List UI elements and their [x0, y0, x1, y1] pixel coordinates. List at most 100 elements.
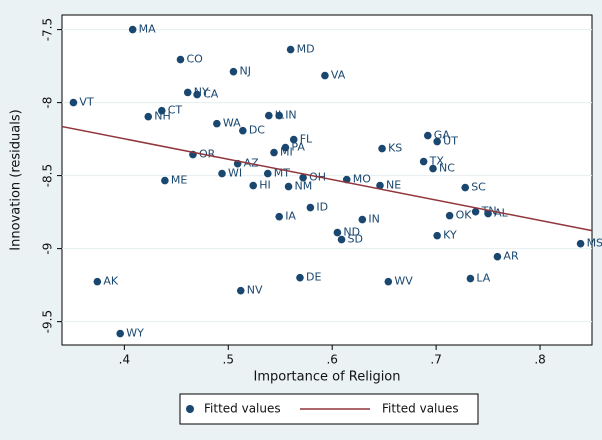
- point: [333, 228, 342, 237]
- point-label: CT: [168, 104, 183, 117]
- point: [376, 181, 384, 190]
- fitted-line: [61, 125, 593, 232]
- point-label: NH: [154, 110, 171, 123]
- point: [236, 286, 245, 295]
- point: [161, 176, 169, 185]
- point-label: ID: [316, 201, 328, 214]
- x-tick-label: .7: [430, 353, 441, 367]
- point-label: DE: [306, 271, 321, 284]
- point-label: CO: [186, 53, 203, 66]
- point: [239, 126, 247, 135]
- point: [213, 119, 221, 128]
- point: [419, 157, 428, 166]
- point: [306, 203, 315, 212]
- point: [461, 183, 470, 192]
- point-label: NE: [386, 179, 401, 192]
- point: [116, 329, 124, 338]
- legend-swatch: [186, 405, 194, 413]
- point: [424, 131, 432, 140]
- point-label: KS: [388, 142, 402, 155]
- point: [484, 209, 492, 218]
- point-label: NV: [247, 284, 263, 297]
- point: [433, 231, 441, 240]
- point: [265, 111, 273, 120]
- point-label: WY: [126, 327, 144, 340]
- point: [176, 55, 185, 64]
- x-axis-title: Importance of Religion: [253, 370, 400, 385]
- point: [183, 88, 192, 97]
- point: [471, 207, 480, 216]
- point-label: NJ: [239, 65, 250, 78]
- point: [384, 277, 393, 286]
- point: [445, 211, 454, 220]
- point: [289, 135, 298, 144]
- y-tick-label: -8.5: [41, 164, 55, 187]
- y-tick-label: -7.5: [41, 18, 55, 41]
- point-label: MA: [139, 23, 156, 36]
- point-label: NM: [295, 180, 313, 193]
- y-tick-label: -9.5: [41, 310, 55, 333]
- x-tick-label: .5: [223, 353, 234, 367]
- point-label: WV: [394, 275, 413, 288]
- point-label: CA: [203, 88, 219, 101]
- point: [93, 277, 102, 286]
- point: [337, 235, 346, 244]
- point-label: HI: [259, 179, 271, 192]
- point: [229, 67, 238, 76]
- point-label: NC: [439, 162, 455, 175]
- plot-area: [61, 14, 593, 346]
- point-label: IA: [285, 210, 296, 223]
- point: [493, 252, 502, 261]
- point-label: MD: [297, 43, 315, 56]
- point-label: MO: [353, 173, 371, 186]
- point: [249, 181, 258, 190]
- point: [286, 45, 295, 54]
- point: [218, 169, 226, 178]
- point: [321, 71, 329, 80]
- y-tick-label: -8: [41, 97, 55, 109]
- point: [433, 137, 441, 146]
- point: [193, 90, 201, 99]
- legend-label: Fitted values: [382, 402, 459, 416]
- point: [296, 273, 304, 282]
- point-label: MS: [587, 237, 602, 250]
- point-label: VT: [79, 96, 94, 109]
- point: [263, 169, 272, 178]
- point-label: PA: [291, 141, 305, 154]
- point: [576, 239, 585, 248]
- point: [144, 112, 153, 121]
- x-tick-label: .4: [119, 353, 130, 367]
- point-label: VA: [331, 69, 346, 82]
- point: [378, 144, 386, 153]
- point: [429, 164, 437, 173]
- point-label: UT: [443, 135, 458, 148]
- point-label: WI: [228, 167, 242, 180]
- x-tick-label: .6: [326, 353, 337, 367]
- point-label: KY: [443, 229, 457, 242]
- point-label: OR: [199, 148, 216, 161]
- point-label: IN: [368, 213, 379, 226]
- point: [281, 143, 290, 152]
- point: [284, 182, 293, 191]
- point-label: SC: [471, 181, 486, 194]
- point-label: OK: [456, 209, 473, 222]
- point-label: IN: [285, 109, 296, 122]
- y-axis-title: Innovation (residuals): [9, 109, 24, 250]
- x-tick-label: .8: [534, 353, 545, 367]
- point: [275, 111, 283, 120]
- point: [69, 98, 78, 107]
- point: [275, 212, 283, 221]
- point-label: ND: [343, 226, 360, 239]
- point: [466, 274, 475, 283]
- legend-label: Fitted values: [204, 402, 281, 416]
- point: [299, 173, 307, 182]
- point-label: TX: [429, 155, 445, 168]
- point-label: AR: [503, 250, 519, 263]
- point-label: LA: [476, 272, 490, 285]
- point-label: SD: [348, 233, 363, 246]
- point-label: WA: [223, 117, 241, 130]
- point: [128, 25, 137, 34]
- point-label: FL: [300, 133, 313, 146]
- point: [358, 215, 367, 224]
- point-label: ME: [171, 174, 187, 187]
